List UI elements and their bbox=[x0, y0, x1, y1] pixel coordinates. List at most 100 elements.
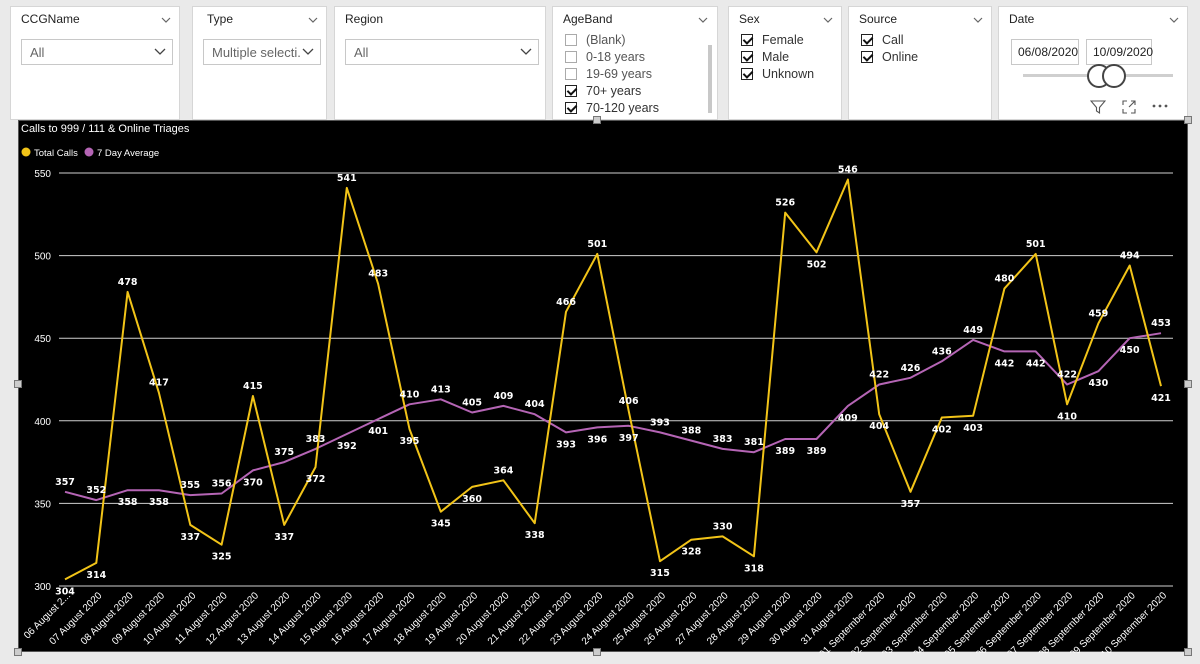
data-label: 328 bbox=[681, 547, 701, 558]
resize-handle-top-right[interactable] bbox=[1184, 116, 1192, 124]
type-slicer-title: Type bbox=[207, 12, 234, 26]
checkbox[interactable] bbox=[861, 33, 873, 46]
data-label: 357 bbox=[55, 477, 75, 488]
line-chart-visual[interactable]: Calls to 999 / 111 & Online Triages Tota… bbox=[18, 120, 1188, 653]
scrollbar[interactable] bbox=[708, 45, 712, 113]
data-label: 449 bbox=[963, 325, 983, 336]
checkbox[interactable] bbox=[861, 50, 873, 63]
chevron-down-icon bbox=[520, 48, 532, 55]
checkbox[interactable] bbox=[565, 50, 577, 63]
ageband-slicer-title: AgeBand bbox=[563, 12, 613, 26]
more-options-icon[interactable] bbox=[1151, 103, 1169, 109]
start-date-input[interactable]: 06/08/2020 bbox=[1011, 39, 1079, 65]
data-label: 501 bbox=[587, 239, 607, 250]
data-label: 409 bbox=[838, 413, 858, 424]
series-layer bbox=[64, 178, 1162, 581]
sex-option[interactable]: Male bbox=[741, 48, 814, 65]
resize-handle-bottom-right[interactable] bbox=[1184, 648, 1192, 656]
source-option[interactable]: Call bbox=[861, 31, 918, 48]
ageband-option[interactable]: 70+ years bbox=[565, 83, 659, 100]
data-label: 450 bbox=[1120, 345, 1140, 356]
data-label: 389 bbox=[775, 446, 795, 457]
ageband-slicer: AgeBand (Blank) 0-18 years 19-69 years 70+ … bbox=[552, 6, 718, 120]
total-calls-line bbox=[64, 178, 1162, 581]
end-date-input[interactable]: 10/09/2020 bbox=[1086, 39, 1153, 65]
resize-handle-bottom[interactable] bbox=[593, 648, 601, 656]
data-label: 401 bbox=[368, 426, 388, 437]
type-dropdown-value: Multiple selecti... bbox=[212, 45, 309, 60]
ccg-slicer-title: CCGName bbox=[21, 12, 80, 26]
data-label-layer: 304 314 478 417 337 325 415 337 372 541 483 395 345 3… bbox=[55, 165, 1171, 598]
ageband-option-label: 70+ years bbox=[586, 84, 642, 99]
data-label: 325 bbox=[212, 552, 232, 563]
y-tick-label: 400 bbox=[34, 417, 51, 428]
data-label: 483 bbox=[368, 269, 388, 280]
data-label: 395 bbox=[400, 436, 420, 447]
sex-option[interactable]: Unknown bbox=[741, 65, 814, 82]
data-label: 430 bbox=[1088, 378, 1108, 389]
chevron-down-icon[interactable] bbox=[1169, 15, 1179, 25]
data-label: 442 bbox=[995, 358, 1015, 369]
data-label: 402 bbox=[932, 424, 952, 435]
data-label: 410 bbox=[1057, 411, 1077, 422]
data-label: 358 bbox=[118, 497, 138, 508]
resize-handle-top[interactable] bbox=[593, 116, 601, 124]
data-label: 392 bbox=[337, 441, 357, 452]
data-label: 436 bbox=[932, 346, 952, 357]
data-label: 501 bbox=[1026, 239, 1046, 250]
checkbox[interactable] bbox=[565, 85, 577, 98]
data-label: 360 bbox=[462, 494, 482, 505]
data-label: 546 bbox=[838, 165, 858, 176]
resize-handle-right[interactable] bbox=[1184, 380, 1192, 388]
data-label: 494 bbox=[1120, 251, 1140, 262]
end-date-handle[interactable] bbox=[1102, 64, 1126, 88]
chevron-down-icon[interactable] bbox=[823, 15, 833, 25]
data-label: 383 bbox=[713, 434, 733, 445]
checkbox[interactable] bbox=[741, 67, 753, 80]
chevron-down-icon bbox=[154, 48, 166, 55]
checkbox[interactable] bbox=[565, 102, 577, 115]
ageband-option-label: 0-18 years bbox=[586, 49, 646, 64]
data-label: 337 bbox=[274, 532, 294, 543]
resize-handle-bottom-left[interactable] bbox=[14, 648, 22, 656]
ageband-option[interactable]: 19-69 years bbox=[565, 65, 659, 82]
data-label: 502 bbox=[807, 259, 827, 270]
data-label: 318 bbox=[744, 563, 764, 574]
ageband-option[interactable]: 70-120 years bbox=[565, 100, 659, 117]
focus-mode-icon[interactable] bbox=[1121, 99, 1137, 115]
source-option[interactable]: Online bbox=[861, 48, 918, 65]
chevron-down-icon bbox=[302, 47, 314, 57]
checkbox[interactable] bbox=[741, 33, 753, 46]
sex-option-label: Unknown bbox=[762, 66, 815, 81]
data-label: 410 bbox=[400, 389, 420, 400]
data-label: 415 bbox=[243, 381, 263, 392]
region-dropdown-value: All bbox=[354, 45, 369, 60]
data-label: 406 bbox=[619, 396, 639, 407]
checkbox[interactable] bbox=[741, 50, 753, 63]
source-slicer-title: Source bbox=[859, 12, 898, 26]
filter-icon[interactable] bbox=[1090, 99, 1106, 115]
y-tick-label: 350 bbox=[34, 499, 51, 510]
ccg-dropdown[interactable]: All bbox=[21, 39, 173, 65]
y-tick-label: 500 bbox=[34, 252, 51, 263]
chevron-down-icon[interactable] bbox=[161, 15, 171, 25]
checkbox[interactable] bbox=[565, 67, 577, 80]
data-label: 355 bbox=[180, 480, 200, 491]
sex-option[interactable]: Female bbox=[741, 31, 814, 48]
region-dropdown[interactable]: All bbox=[345, 39, 539, 65]
ageband-option[interactable]: 0-18 years bbox=[565, 48, 659, 65]
data-label: 389 bbox=[807, 446, 827, 457]
line-chart: Calls to 999 / 111 & Online Triages Tota… bbox=[21, 123, 1173, 653]
source-option-label: Call bbox=[882, 32, 904, 47]
type-dropdown[interactable]: Multiple selecti... bbox=[203, 39, 321, 65]
resize-handle-left[interactable] bbox=[14, 380, 22, 388]
ageband-option[interactable]: (Blank) bbox=[565, 31, 659, 48]
chevron-down-icon[interactable] bbox=[973, 15, 983, 25]
chevron-down-icon[interactable] bbox=[308, 15, 318, 25]
checkbox[interactable] bbox=[565, 33, 577, 46]
data-label: 397 bbox=[619, 433, 639, 444]
chevron-down-icon[interactable] bbox=[698, 15, 708, 25]
data-label: 405 bbox=[462, 398, 482, 409]
data-label: 459 bbox=[1088, 308, 1108, 319]
chart-title: Calls to 999 / 111 & Online Triages bbox=[21, 123, 190, 135]
